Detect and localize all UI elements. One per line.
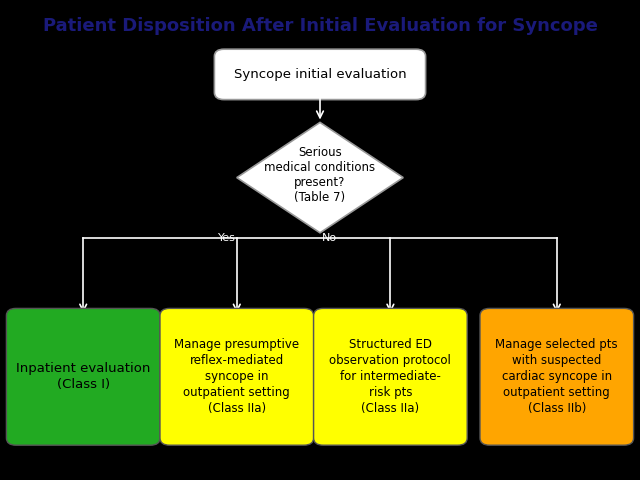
Text: Structured ED
observation protocol
for intermediate-
risk pts
(Class IIa): Structured ED observation protocol for i… xyxy=(330,338,451,415)
Text: Manage selected pts
with suspected
cardiac syncope in
outpatient setting
(Class : Manage selected pts with suspected cardi… xyxy=(495,338,618,415)
Text: Serious
medical conditions
present?
(Table 7): Serious medical conditions present? (Tab… xyxy=(264,146,376,204)
Text: Inpatient evaluation
(Class I): Inpatient evaluation (Class I) xyxy=(16,362,150,391)
Polygon shape xyxy=(237,122,403,233)
FancyBboxPatch shape xyxy=(160,308,314,445)
FancyBboxPatch shape xyxy=(314,308,467,445)
FancyBboxPatch shape xyxy=(6,308,160,445)
FancyBboxPatch shape xyxy=(480,308,634,445)
Text: No: No xyxy=(322,233,337,243)
FancyBboxPatch shape xyxy=(214,49,426,100)
Text: Patient Disposition After Initial Evaluation for Syncope: Patient Disposition After Initial Evalua… xyxy=(43,17,597,36)
Text: Manage presumptive
reflex-mediated
syncope in
outpatient setting
(Class IIa): Manage presumptive reflex-mediated synco… xyxy=(174,338,300,415)
Text: Yes: Yes xyxy=(218,233,236,243)
Text: Syncope initial evaluation: Syncope initial evaluation xyxy=(234,68,406,81)
